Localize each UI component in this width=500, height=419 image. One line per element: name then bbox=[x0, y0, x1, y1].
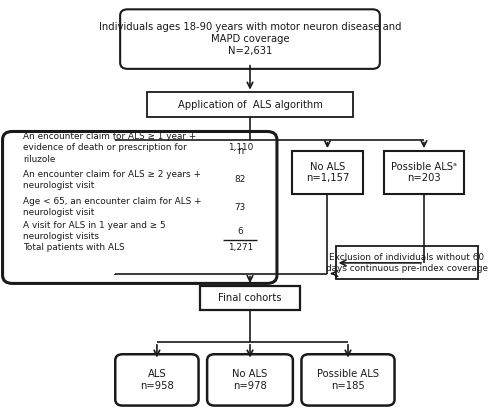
FancyBboxPatch shape bbox=[115, 354, 198, 406]
Text: An encounter claim for ALS ≥ 2 years +
neurologist visit: An encounter claim for ALS ≥ 2 years + n… bbox=[23, 170, 201, 190]
Text: 1,110: 1,110 bbox=[228, 143, 253, 153]
Text: 6: 6 bbox=[238, 227, 243, 236]
FancyBboxPatch shape bbox=[336, 246, 478, 279]
Text: Total patients with ALS: Total patients with ALS bbox=[23, 243, 125, 252]
Text: Final cohorts: Final cohorts bbox=[218, 293, 282, 303]
FancyBboxPatch shape bbox=[384, 151, 464, 194]
FancyBboxPatch shape bbox=[292, 151, 363, 194]
Text: n: n bbox=[237, 146, 244, 156]
Text: No ALS
n=978: No ALS n=978 bbox=[232, 369, 268, 391]
Text: An encounter claim for ALS ≥ 1 year +
evidence of death or prescription for
rilu: An encounter claim for ALS ≥ 1 year + ev… bbox=[23, 132, 197, 163]
Text: A visit for ALS in 1 year and ≥ 5
neurologist visits: A visit for ALS in 1 year and ≥ 5 neurol… bbox=[23, 221, 166, 241]
Text: Possible ALS
n=185: Possible ALS n=185 bbox=[317, 369, 379, 391]
Text: Application of  ALS algorithm: Application of ALS algorithm bbox=[178, 100, 322, 110]
Text: Age < 65, an encounter claim for ALS +
neurologist visit: Age < 65, an encounter claim for ALS + n… bbox=[23, 197, 202, 217]
FancyBboxPatch shape bbox=[207, 354, 293, 406]
FancyBboxPatch shape bbox=[147, 93, 353, 117]
Text: 73: 73 bbox=[234, 203, 246, 212]
FancyBboxPatch shape bbox=[302, 354, 394, 406]
FancyBboxPatch shape bbox=[120, 9, 380, 69]
Text: 82: 82 bbox=[234, 176, 246, 184]
Text: No ALS
n=1,157: No ALS n=1,157 bbox=[306, 162, 349, 184]
FancyBboxPatch shape bbox=[2, 132, 277, 283]
Text: ALS
n=958: ALS n=958 bbox=[140, 369, 174, 391]
Text: Exclusion of individuals without 60
days continuous pre-index coverage: Exclusion of individuals without 60 days… bbox=[326, 253, 488, 273]
Text: Individuals ages 18-90 years with motor neuron disease and
MAPD coverage
N=2,631: Individuals ages 18-90 years with motor … bbox=[99, 23, 401, 56]
FancyBboxPatch shape bbox=[200, 286, 300, 310]
Text: Possible ALSᵃ
n=203: Possible ALSᵃ n=203 bbox=[391, 162, 457, 184]
Text: 1,271: 1,271 bbox=[228, 243, 253, 252]
